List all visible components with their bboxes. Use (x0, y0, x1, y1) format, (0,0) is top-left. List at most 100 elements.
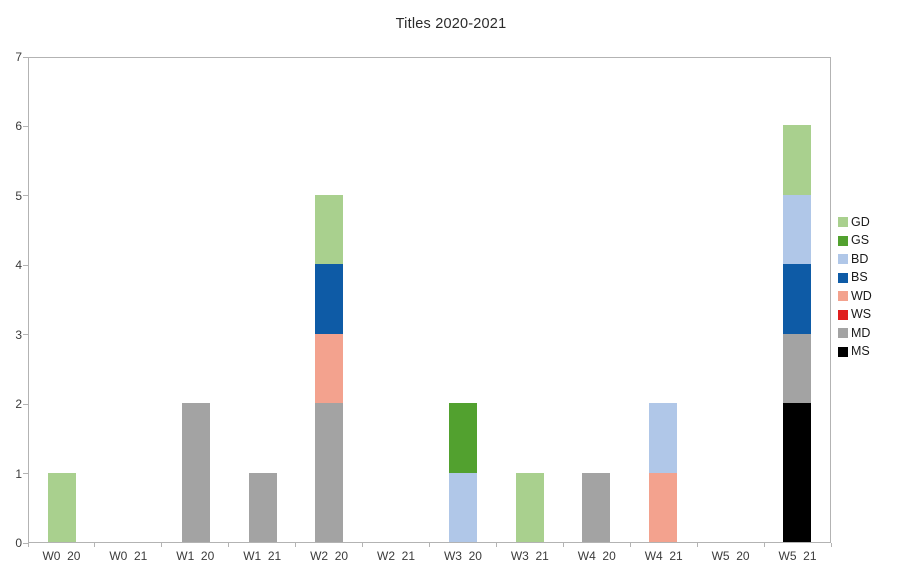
y-tick-mark (23, 125, 28, 127)
bar-segment-bs (782, 264, 811, 334)
legend-entry-gs: GS (838, 232, 872, 251)
x-category-label: W3 21 (510, 549, 549, 563)
legend-swatch-icon (838, 291, 848, 302)
bar-segment-gd (48, 472, 77, 542)
bar-segment-gd (782, 125, 811, 195)
bar-segment-wd (649, 472, 678, 542)
y-tick-mark (23, 56, 28, 58)
legend-label: BS (851, 270, 868, 285)
legend-swatch-icon (838, 309, 848, 320)
y-tick-mark (23, 264, 28, 266)
y-tick-label: 1 (15, 466, 22, 481)
x-tick-mark (763, 543, 765, 547)
x-category-label: W1 20 (176, 549, 215, 563)
category-5 (296, 58, 363, 542)
x-tick-mark (27, 543, 29, 547)
legend-swatch-icon (838, 328, 848, 339)
legend-swatch-icon (838, 235, 848, 246)
stacked-bar (48, 472, 77, 542)
category-6 (363, 58, 430, 542)
legend-swatch-icon (838, 254, 848, 265)
x-tick-mark (295, 543, 297, 547)
bar-segment-md (582, 472, 611, 542)
x-tick-mark (562, 543, 564, 547)
x-category-label: W4 21 (644, 549, 683, 563)
stacked-bar (181, 403, 210, 542)
legend-label: GS (851, 233, 870, 248)
legend-swatch-icon (838, 346, 848, 357)
bar-segment-wd (315, 333, 344, 404)
y-tick-mark (23, 403, 28, 405)
legend-entry-bs: BS (838, 269, 872, 288)
bar-segment-bs (315, 264, 344, 334)
bar-segment-md (782, 333, 811, 404)
legend-swatch-icon (838, 272, 848, 283)
y-tick-label: 7 (15, 50, 22, 64)
legend-swatch-icon (838, 217, 848, 228)
plot-area (28, 57, 831, 543)
x-category-label: W0 20 (42, 549, 81, 563)
x-category-label: W5 20 (711, 549, 750, 563)
x-tick-mark (696, 543, 698, 547)
y-tick-label: 2 (15, 397, 22, 412)
legend-label: WS (851, 307, 872, 322)
x-tick-mark (161, 543, 163, 547)
y-tick-mark (23, 473, 28, 475)
x-category-label: W5 21 (778, 549, 817, 563)
legend-entry-wd: WD (838, 287, 872, 306)
x-category-label: W2 21 (377, 549, 416, 563)
y-tick-mark (23, 195, 28, 197)
y-tick-label: 0 (15, 536, 22, 550)
legend-label: MD (851, 325, 871, 340)
x-category-label: W1 21 (243, 549, 282, 563)
x-category-label: W2 20 (310, 549, 349, 563)
bar-segment-gd (515, 472, 544, 542)
legend-label: WD (851, 288, 872, 303)
legend-entry-bd: BD (838, 250, 872, 269)
x-tick-mark (629, 543, 631, 547)
legend-entry-md: MD (838, 324, 872, 343)
bar-segment-md (248, 472, 277, 542)
bar-segment-bd (782, 194, 811, 265)
stacked-bar (782, 125, 811, 542)
stacked-bar (515, 472, 544, 542)
x-tick-mark (495, 543, 497, 547)
legend: GD GS BD BS WD WS MD MS (838, 213, 872, 361)
category-2 (96, 58, 163, 542)
category-10 (630, 58, 697, 542)
bar-segment-bd (448, 472, 477, 542)
legend-label: MS (851, 344, 870, 359)
bar-segment-gs (448, 403, 477, 473)
stacked-bar (582, 472, 611, 542)
category-7 (430, 58, 497, 542)
x-category-label: W4 20 (577, 549, 616, 563)
stacked-bar (315, 194, 344, 542)
bar-segment-ms (782, 403, 811, 542)
bar-segment-md (315, 403, 344, 542)
stacked-bar (248, 472, 277, 542)
x-category-label: W3 20 (443, 549, 482, 563)
bar-segment-bd (649, 403, 678, 473)
legend-entry-ws: WS (838, 306, 872, 325)
category-8 (496, 58, 563, 542)
legend-label: BD (851, 251, 869, 266)
category-11 (697, 58, 764, 542)
y-tick-mark (23, 334, 28, 336)
bar-segment-md (181, 403, 210, 542)
category-3 (163, 58, 230, 542)
legend-entry-gd: GD (838, 213, 872, 232)
bar-segment-gd (315, 194, 344, 265)
x-tick-mark (228, 543, 230, 547)
y-tick-label: 4 (15, 258, 22, 273)
x-tick-mark (429, 543, 430, 547)
x-tick-mark (362, 543, 364, 547)
y-tick-mark (23, 542, 28, 544)
x-tick-mark (94, 543, 96, 547)
stacked-bar (649, 403, 678, 542)
chart-title: Titles 2020-2021 (395, 16, 507, 32)
x-tick-mark (830, 543, 832, 547)
category-12 (763, 58, 830, 542)
category-9 (563, 58, 630, 542)
y-tick-label: 6 (15, 119, 22, 134)
